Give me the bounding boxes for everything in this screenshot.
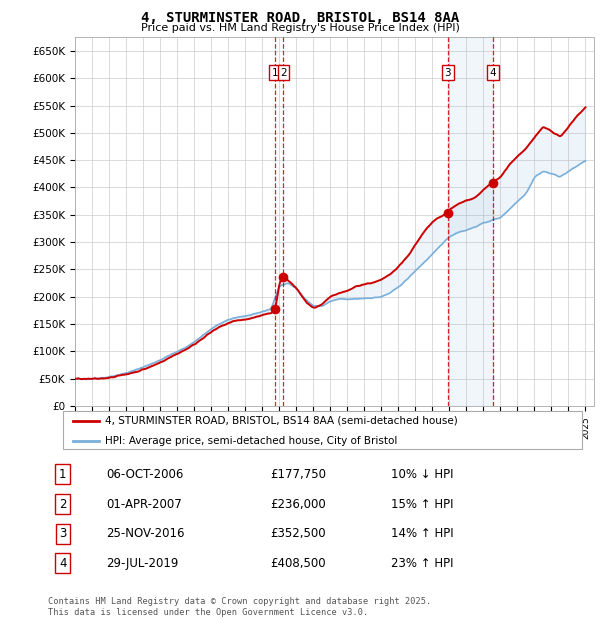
Text: 3: 3 [445,68,451,78]
Text: 4: 4 [490,68,496,78]
Text: 25-NOV-2016: 25-NOV-2016 [106,527,185,540]
Text: Price paid vs. HM Land Registry's House Price Index (HPI): Price paid vs. HM Land Registry's House … [140,23,460,33]
Text: 3: 3 [59,527,67,540]
Text: 23% ↑ HPI: 23% ↑ HPI [391,557,454,570]
Text: £236,000: £236,000 [270,498,326,510]
Text: 4, STURMINSTER ROAD, BRISTOL, BS14 8AA (semi-detached house): 4, STURMINSTER ROAD, BRISTOL, BS14 8AA (… [104,415,457,425]
Text: 1: 1 [272,68,278,78]
Text: 29-JUL-2019: 29-JUL-2019 [106,557,178,570]
Text: 4, STURMINSTER ROAD, BRISTOL, BS14 8AA: 4, STURMINSTER ROAD, BRISTOL, BS14 8AA [141,11,459,25]
Text: 2: 2 [280,68,287,78]
Text: 10% ↓ HPI: 10% ↓ HPI [391,468,454,481]
Text: HPI: Average price, semi-detached house, City of Bristol: HPI: Average price, semi-detached house,… [104,436,397,446]
Text: 01-APR-2007: 01-APR-2007 [106,498,182,510]
Text: 2: 2 [59,498,67,510]
FancyBboxPatch shape [62,411,583,449]
Text: 06-OCT-2006: 06-OCT-2006 [106,468,184,481]
Text: 1: 1 [59,468,67,481]
Text: Contains HM Land Registry data © Crown copyright and database right 2025.
This d: Contains HM Land Registry data © Crown c… [48,598,431,617]
Text: £408,500: £408,500 [270,557,325,570]
Text: 4: 4 [59,557,67,570]
Text: 15% ↑ HPI: 15% ↑ HPI [391,498,454,510]
Text: £177,750: £177,750 [270,468,326,481]
Bar [448,37,493,406]
Text: 14% ↑ HPI: 14% ↑ HPI [391,527,454,540]
Text: £352,500: £352,500 [270,527,325,540]
